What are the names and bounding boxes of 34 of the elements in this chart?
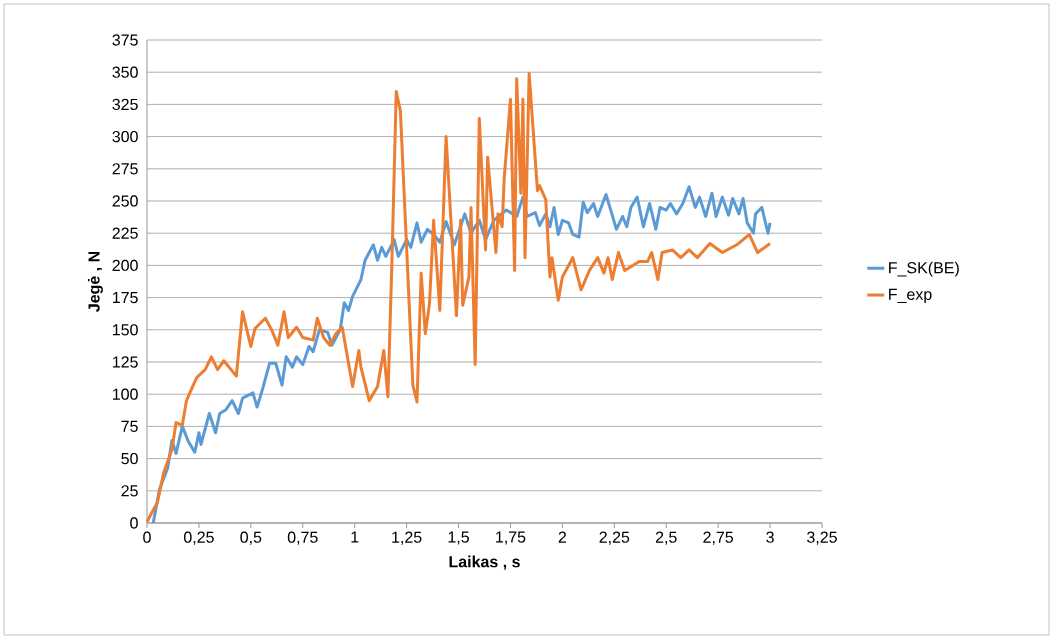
x-tick-label: 2,75	[703, 531, 734, 545]
legend-label: F_exp	[889, 288, 932, 304]
y-tick-label: 300	[112, 130, 138, 143]
y-tick-label: 100	[113, 388, 138, 400]
y-tick-label: 50	[121, 452, 138, 465]
x-tick-label: 0,75	[287, 531, 318, 545]
x-tick-label: 1	[351, 531, 359, 543]
y-tick-label: 225	[112, 227, 138, 239]
y-tick-label: 275	[112, 163, 138, 175]
y-tick-label: 150	[113, 324, 138, 336]
x-tick-label: 1,25	[392, 531, 422, 545]
y-tick-label: 25	[121, 485, 138, 497]
x-tick-label: 3	[766, 531, 774, 543]
y-tick-label: 125	[113, 356, 138, 368]
y-tick-label: 75	[121, 420, 138, 432]
x-tick-label: 1,5	[448, 531, 469, 545]
y-tick-label: 175	[113, 292, 138, 304]
x-tick-label: 3,25	[807, 531, 837, 545]
y-tick-label: 250	[112, 195, 138, 207]
y-tick-label: 0	[130, 517, 138, 529]
x-tick-label: 2,5	[655, 531, 677, 545]
x-tick-label: 0,5	[240, 531, 262, 545]
y-tick-label: 325	[112, 98, 138, 111]
legend-label: F_SK(BE)	[889, 261, 959, 277]
x-axis-title: Laikas , s	[449, 555, 520, 570]
x-tick-label: 0	[143, 531, 151, 543]
y-tick-label: 375	[112, 34, 138, 46]
x-tick-label: 0,25	[183, 531, 214, 545]
x-tick-label: 2,25	[599, 531, 630, 545]
y-tick-label: 200	[112, 259, 138, 272]
x-tick-label: 1,75	[496, 531, 526, 545]
x-tick-label: 2	[558, 531, 567, 543]
y-tick-label: 350	[112, 66, 138, 78]
y-axis-title: Jegė , N	[87, 251, 103, 312]
